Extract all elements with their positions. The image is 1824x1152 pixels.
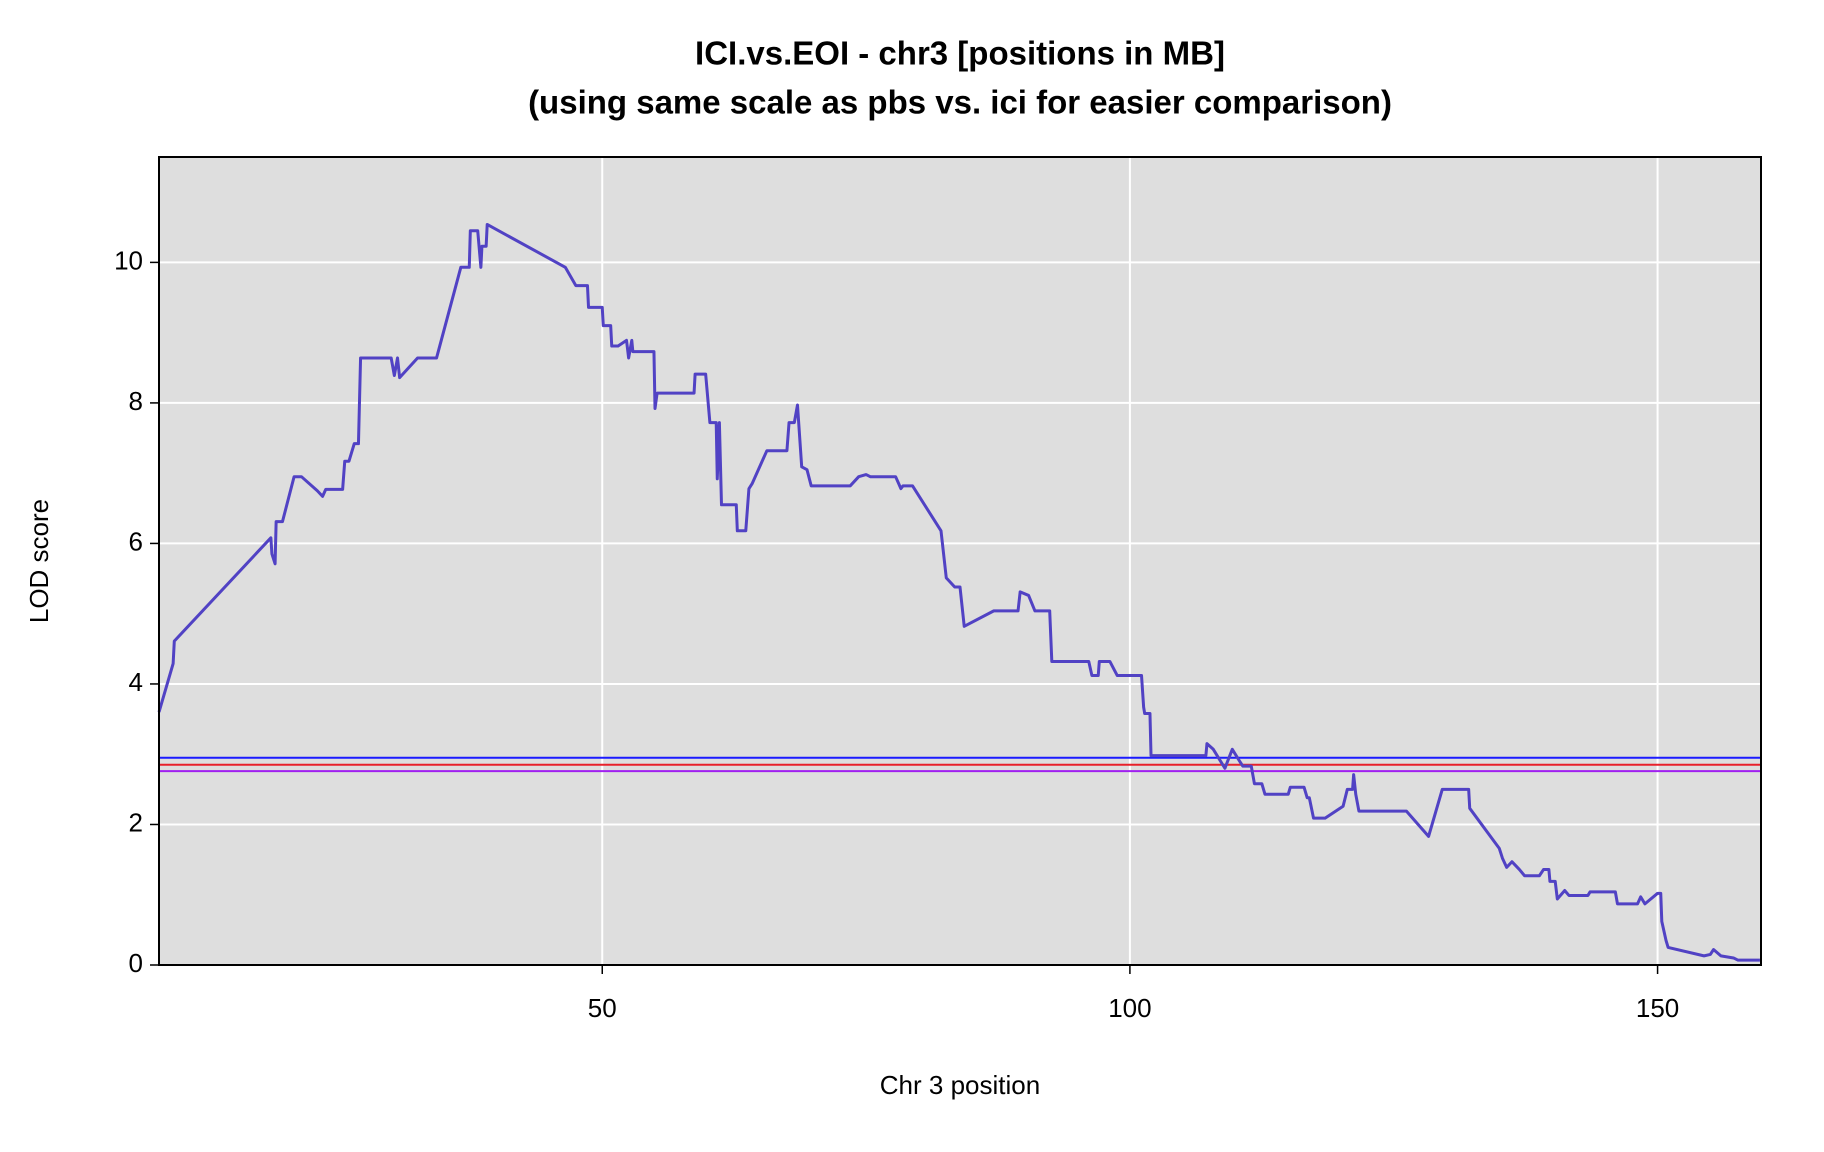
- y-tick-label: 2: [129, 807, 143, 837]
- x-axis-label: Chr 3 position: [880, 1070, 1040, 1100]
- x-tick-label: 150: [1636, 993, 1679, 1023]
- plot-frame: [158, 156, 1762, 966]
- data-line: [157, 222, 1760, 962]
- x-tick-label: 50: [588, 993, 617, 1023]
- y-tick-label: 8: [129, 386, 143, 416]
- y-tick-label: 0: [129, 948, 143, 978]
- plot-background: [159, 157, 1761, 965]
- chart-title: ICI.vs.EOI - chr3 [positions in MB]: [695, 35, 1225, 72]
- y-tick-label: 4: [129, 667, 143, 697]
- y-axis-label: LOD score: [24, 499, 54, 623]
- y-tick-label: 10: [114, 245, 143, 275]
- x-tick-label: 100: [1108, 993, 1151, 1023]
- chart-subtitle: (using same scale as pbs vs. ici for eas…: [528, 84, 1392, 121]
- y-tick-label: 6: [129, 526, 143, 556]
